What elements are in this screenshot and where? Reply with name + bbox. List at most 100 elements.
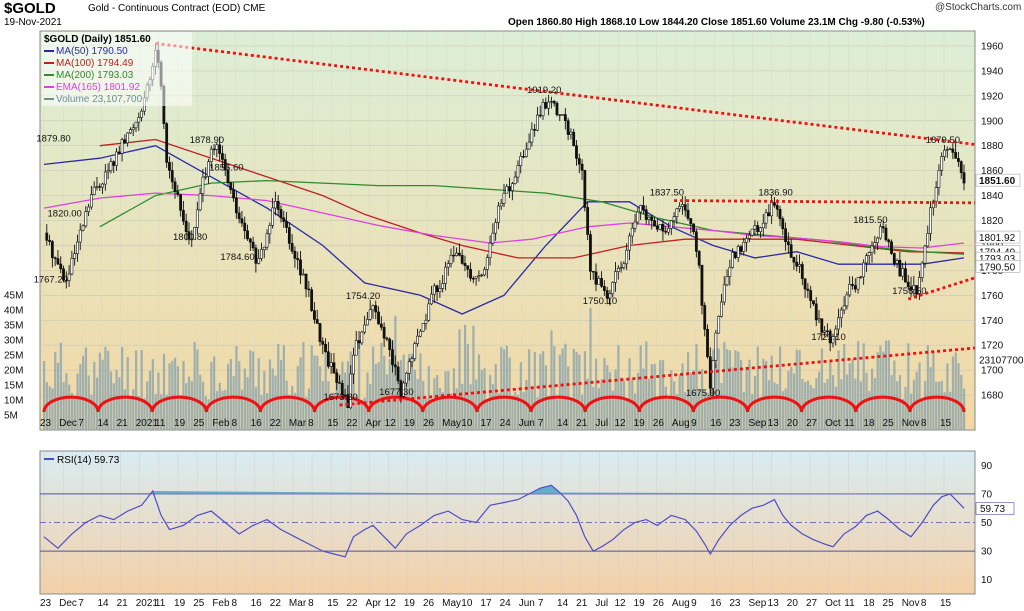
price-x-tick-label: 17 <box>480 418 492 429</box>
volume-bar <box>238 361 241 430</box>
candle-body <box>485 257 489 270</box>
volume-bar <box>664 386 667 430</box>
volume-bar <box>458 329 461 430</box>
volume-bar <box>608 372 612 430</box>
candle-body <box>753 225 757 230</box>
right-price-label-box <box>975 260 1021 273</box>
volume-bar <box>670 370 673 430</box>
volume-bar <box>254 387 258 430</box>
candle-body <box>555 102 559 115</box>
candle-body <box>379 323 383 328</box>
candle-body <box>583 170 587 208</box>
candle-body <box>845 294 849 307</box>
candle-body <box>859 276 863 278</box>
cycle-arc <box>258 395 317 413</box>
rsi-x-tick-label: 25 <box>883 598 895 609</box>
price-annotation: 1856.60 <box>209 162 243 173</box>
candle-body <box>828 330 832 344</box>
volume-bar <box>695 344 698 430</box>
candle-body <box>527 141 531 150</box>
candle-body <box>81 225 85 231</box>
candle-body <box>750 228 754 236</box>
volume-bar <box>146 381 149 430</box>
candle-body <box>870 245 874 253</box>
candle-body <box>538 114 542 117</box>
volume-bar <box>862 343 865 430</box>
candle-body <box>365 319 369 326</box>
candle-body <box>934 187 938 202</box>
volume-bar <box>335 369 338 430</box>
candle-body <box>865 255 868 264</box>
rsi-x-tick-label: 14 <box>97 598 109 609</box>
price-x-tick-label: 8 <box>231 418 237 429</box>
volume-bar <box>508 357 511 430</box>
candle-body <box>781 218 785 230</box>
candle-body <box>343 394 347 396</box>
volume-bar <box>834 386 837 430</box>
price-x-tick-label: 27 <box>806 418 818 429</box>
volume-bar <box>759 396 762 430</box>
price-annotation: 1784.60 <box>220 252 254 263</box>
price-x-tick-label: Feb <box>212 418 230 429</box>
candle-body <box>441 283 445 289</box>
volume-bar <box>154 393 157 430</box>
candle-body <box>862 262 866 278</box>
price-x-tick-label: 25 <box>193 418 205 429</box>
candle-body <box>692 223 695 232</box>
candle-body <box>106 170 110 173</box>
candle-body <box>382 326 386 339</box>
candle-body <box>471 278 475 280</box>
volume-bar <box>884 340 888 430</box>
volume-bar <box>611 390 614 430</box>
volume-bar <box>121 346 124 430</box>
price-x-tick-label: Sep <box>749 418 767 429</box>
candle-body <box>84 211 88 227</box>
candle-body <box>594 271 598 285</box>
candle-body <box>536 114 539 131</box>
rsi-x-tick-label: 9 <box>691 598 697 609</box>
volume-bar <box>266 393 269 430</box>
candle-body <box>76 241 79 255</box>
rsi-x-tick-label: 10 <box>461 598 473 609</box>
candle-body <box>906 281 910 287</box>
cycle-arc <box>96 395 154 413</box>
volume-bar <box>937 381 941 430</box>
candle-body <box>413 343 417 360</box>
candle-body <box>120 139 124 154</box>
volume-bar <box>307 388 311 430</box>
candle-body <box>731 252 735 268</box>
candle-body <box>477 275 481 278</box>
candle-body <box>825 330 829 333</box>
candle-body <box>240 218 244 224</box>
volume-bar <box>441 392 444 430</box>
volume-bar <box>165 394 168 430</box>
candle-body <box>87 206 91 212</box>
volume-bar <box>65 373 68 430</box>
candle-body <box>237 212 241 220</box>
volume-bar <box>751 394 754 430</box>
volume-bar <box>703 389 706 430</box>
volume-bar <box>240 389 244 430</box>
volume-bar <box>252 351 255 430</box>
candle-body <box>385 337 389 340</box>
candle-body <box>951 148 955 153</box>
volume-bar <box>48 386 51 430</box>
candle-body <box>340 382 344 396</box>
candle-body <box>837 317 840 330</box>
candle-body <box>427 303 431 321</box>
candle-body <box>179 194 183 211</box>
volume-bar <box>756 346 759 430</box>
volume-bar <box>455 388 458 430</box>
volume-bar <box>463 324 467 430</box>
volume-bar <box>104 346 107 430</box>
candle-body <box>834 328 838 337</box>
candle-body <box>722 284 726 303</box>
rsi-x-tick-label: 19 <box>634 598 646 609</box>
volume-bar <box>101 359 104 430</box>
rsi-x-tick-label: 22 <box>346 598 358 609</box>
candle-body <box>803 278 807 290</box>
candle-body <box>455 252 459 256</box>
rsi-x-tick-label: 22 <box>270 598 282 609</box>
legend-entry: MA(100) 1794.49 <box>56 58 134 69</box>
candle-body <box>764 212 768 224</box>
